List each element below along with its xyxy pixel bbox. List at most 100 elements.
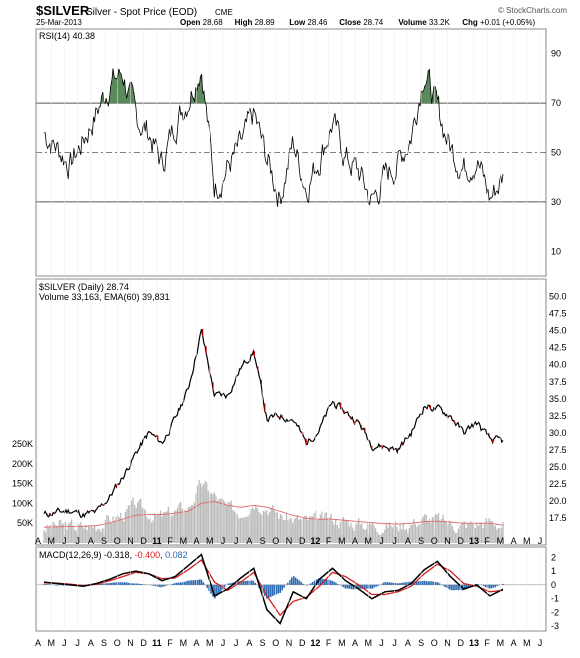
macd-line [43,553,504,625]
price-panel-frame [35,278,547,546]
price-x-label: J [234,536,239,546]
volume-tick-label: 250K [12,439,33,449]
macd-x-label: A [511,638,517,648]
price-x-label: A [511,536,517,546]
rsi-tick-label: 90 [551,49,561,59]
price-x-label: J [221,536,226,546]
macd-x-label: F [167,638,173,648]
macd-x-label: S [260,638,266,648]
price-line [43,328,504,519]
price-x-label: J [538,536,543,546]
price-tick-label: 32.5 [549,411,567,421]
macd-x-label: A [194,638,200,648]
macd-tick-label: 2 [551,552,556,562]
price-tick-label: 30.0 [549,428,567,438]
macd-x-label: S [418,638,424,648]
price-x-label: A [88,536,94,546]
price-tick-label: 45.0 [549,326,567,336]
price-tick-label: 37.5 [549,377,567,387]
price-x-label: J [62,536,67,546]
price-tick-label: 42.5 [549,343,567,353]
price-x-label: N [127,536,134,546]
macd-x-label: J [392,638,397,648]
macd-x-label: O [114,638,121,648]
macd-x-label: J [62,638,67,648]
price-x-label: J [379,536,384,546]
price-tick-label: 47.5 [549,309,567,319]
macd-x-label: 13 [469,638,479,648]
macd-x-label: S [101,638,107,648]
price-panel: 50.0 47.5 45.0 42.5 40.0 37.5 35.0 32.5 30.0 27.5… [12,292,567,543]
macd-x-label: N [127,638,134,648]
macd-x-label: N [286,638,293,648]
rsi-tick-label: 70 [551,98,561,108]
rsi-line [43,68,504,207]
macd-tick-label: -3 [551,621,559,631]
macd-x-label: A [405,638,411,648]
macd-tick-label: -1 [551,594,559,604]
stat-close: Close 28.74 [339,18,384,27]
rsi-tick-label: 30 [551,197,561,207]
price-x-label: M [180,536,188,546]
price-legend-value: 28.74 [106,282,129,292]
stat-open: Open 28.68 [180,18,223,27]
macd-x-label: O [431,638,438,648]
macd-x-label: N [444,638,451,648]
macd-x-label: M [497,638,505,648]
price-x-label: A [246,536,252,546]
price-x-label: F [484,536,490,546]
price-x-label: M [523,536,531,546]
stat-chg: Chg +0.01 (+0.05%) [462,18,535,27]
volume-tick-label: 150K [12,479,33,489]
macd-tick-label: 1 [551,566,556,576]
price-x-label: D [457,536,464,546]
price-x-label: S [101,536,107,546]
rsi-legend-value: 40.38 [73,31,96,41]
price-x-label: M [338,536,346,546]
price-x-label: A [352,536,358,546]
price-x-label: O [431,536,438,546]
price-x-label: M [47,536,55,546]
macd-x-label: J [75,638,80,648]
macd-x-label: F [484,638,490,648]
price-legend-name: $SILVER (Daily) [39,282,104,292]
macd-legend-name: MACD(12,26,9) [39,550,102,560]
macd-x-label: O [272,638,279,648]
macd-x-label: J [379,638,384,648]
macd-x-label: A [246,638,252,648]
price-x-label: A [35,536,41,546]
price-x-label: M [497,536,505,546]
price-stats: Open 28.68 High 28.89 Low 28.46 Close 28.74… [180,18,535,27]
macd-tick-label: 0 [551,580,556,590]
volume-ema-line [43,500,504,528]
price-tick-label: 35.0 [549,394,567,404]
macd-x-label: J [234,638,239,648]
price-x-label: 13 [469,536,479,546]
stat-low: Low 28.46 [289,18,328,27]
price-x-label: M [206,536,214,546]
price-tick-label: 50.0 [549,292,567,302]
macd-panel: 2 1 0 -1 -2 -3 [36,552,559,631]
macd-x-label: 11 [152,638,162,648]
macd-legend-signal: -0.400 [135,550,161,560]
macd-x-label: D [457,638,464,648]
macd-legend-macd: -0.318 [104,550,130,560]
macd-x-label: A [352,638,358,648]
price-x-label: A [405,536,411,546]
volume-tick-label: 100K [12,498,33,508]
volume-tick-label: 50K [17,518,33,528]
macd-x-label: J [538,638,543,648]
price-x-label: 11 [152,536,162,546]
macd-x-label: J [221,638,226,648]
price-x-label: N [286,536,293,546]
price-tick-label: 22.5 [549,479,567,489]
price-x-label: S [260,536,266,546]
price-x-label: F [326,536,332,546]
price-x-label: J [392,536,397,546]
rsi-tick-label: 10 [551,246,561,256]
price-x-label: A [194,536,200,546]
price-x-label: D [140,536,147,546]
macd-x-label: A [35,638,41,648]
